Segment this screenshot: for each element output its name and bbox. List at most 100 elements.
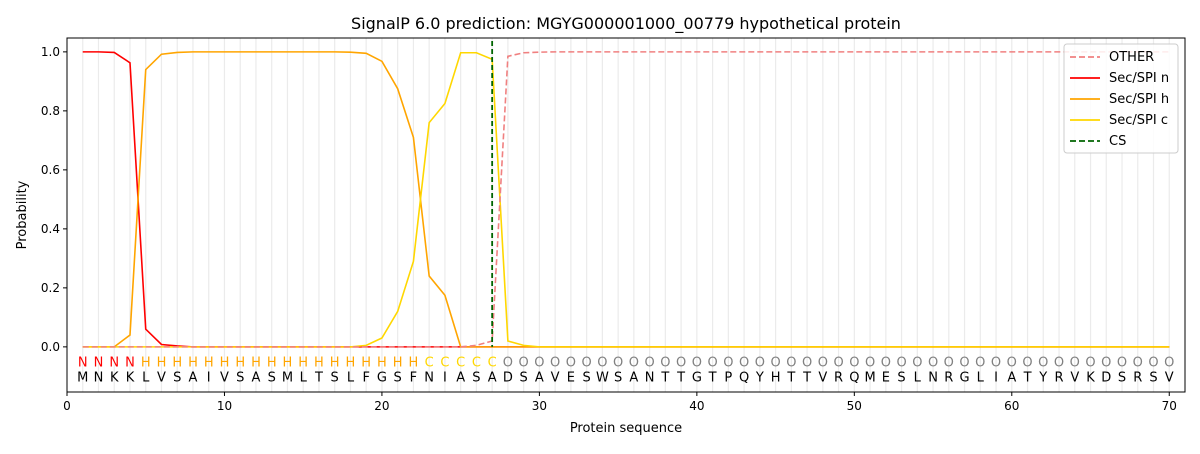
x-tick-label: 30 (532, 399, 547, 413)
region-label: O (676, 356, 686, 371)
region-label: O (849, 356, 859, 371)
region-label: N (78, 356, 88, 371)
region-label: O (739, 356, 749, 371)
region-label: O (944, 356, 954, 371)
region-label: O (1164, 356, 1174, 371)
region-label: H (361, 356, 371, 371)
y-tick-label: 0.4 (41, 222, 60, 236)
region-label: O (1054, 356, 1064, 371)
series-line-other (82, 51, 1170, 348)
region-label: H (346, 356, 356, 371)
region-label: H (157, 356, 167, 371)
x-axis-label: Protein sequence (570, 421, 682, 436)
x-tick-label: 70 (1162, 399, 1177, 413)
region-label: H (188, 356, 198, 371)
region-label: O (597, 356, 607, 371)
region-label: O (550, 356, 560, 371)
legend-box (1063, 43, 1179, 154)
region-label: H (377, 356, 387, 371)
legend-label: CS (1109, 134, 1126, 149)
region-label: O (833, 356, 843, 371)
legend-label: OTHER (1109, 50, 1154, 65)
region-label: H (251, 356, 261, 371)
region-label: O (802, 356, 812, 371)
x-tick-label: 40 (689, 399, 704, 413)
legend-label: Sec/SPI c (1109, 113, 1168, 128)
region-label: H (409, 356, 419, 371)
region-label: O (1022, 356, 1032, 371)
region-label: O (770, 356, 780, 371)
region-label: O (645, 356, 655, 371)
region-label: O (1101, 356, 1111, 371)
region-label: H (220, 356, 230, 371)
region-label: N (109, 356, 119, 371)
region-label: C (472, 356, 481, 371)
region-label: O (692, 356, 702, 371)
y-axis-label: Probability (15, 180, 30, 249)
region-label: H (393, 356, 403, 371)
y-tick-label: 1.0 (41, 45, 60, 59)
y-tick-label: 0.0 (41, 340, 60, 354)
region-label: O (786, 356, 796, 371)
region-label: H (314, 356, 324, 371)
x-tick-label: 50 (847, 399, 862, 413)
region-label: H (204, 356, 214, 371)
region-label: H (298, 356, 308, 371)
region-label: O (566, 356, 576, 371)
legend-label: Sec/SPI h (1109, 92, 1169, 107)
chart-title: SignalP 6.0 prediction: MGYG000001000_00… (351, 14, 901, 34)
legend-label: Sec/SPI n (1109, 71, 1169, 86)
x-tick-label: 20 (374, 399, 389, 413)
x-tick-label: 10 (217, 399, 232, 413)
region-label: O (928, 356, 938, 371)
region-label: H (267, 356, 277, 371)
protein-sequence: MNKKLVSAIVSASMLTSLFGSFNIASADSAVESWSANTTG… (77, 370, 1174, 385)
region-label: O (1085, 356, 1095, 371)
region-label: O (1133, 356, 1143, 371)
region-label: C (456, 356, 465, 371)
region-label: O (582, 356, 592, 371)
series-line-sec-spi-c (82, 51, 1170, 348)
region-label: C (488, 356, 497, 371)
region-label: H (235, 356, 245, 371)
y-tick-label: 0.2 (41, 281, 60, 295)
region-label: O (707, 356, 717, 371)
plot-frame (66, 37, 1186, 393)
x-tick-label: 0 (63, 399, 71, 413)
region-label: O (912, 356, 922, 371)
region-label: O (755, 356, 765, 371)
series-line-sec-spi-n (82, 51, 1170, 348)
region-label: N (94, 356, 104, 371)
region-label: O (865, 356, 875, 371)
x-tick-label: 60 (1004, 399, 1019, 413)
region-label: H (283, 356, 293, 371)
region-label: O (534, 356, 544, 371)
region-label: N (125, 356, 135, 371)
y-tick-label: 0.8 (41, 104, 60, 118)
region-label: O (975, 356, 985, 371)
region-label: H (172, 356, 182, 371)
region-label: O (881, 356, 891, 371)
region-label: O (1007, 356, 1017, 371)
region-label: O (503, 356, 513, 371)
y-tick-label: 0.6 (41, 163, 60, 177)
region-label: O (991, 356, 1001, 371)
region-label: O (1038, 356, 1048, 371)
region-label: O (896, 356, 906, 371)
region-label: O (1148, 356, 1158, 371)
region-label: O (1117, 356, 1127, 371)
region-label: O (629, 356, 639, 371)
region-label: O (613, 356, 623, 371)
region-label: O (959, 356, 969, 371)
region-label: O (723, 356, 733, 371)
series-line-sec-spi-h (82, 51, 1170, 348)
region-label: O (1070, 356, 1080, 371)
region-label: O (660, 356, 670, 371)
region-label: O (519, 356, 529, 371)
region-label: H (330, 356, 340, 371)
region-label: C (440, 356, 449, 371)
legend: OTHER Sec/SPI n Sec/SPI h Sec/SPI c CS (1063, 43, 1179, 154)
region-label: C (425, 356, 434, 371)
